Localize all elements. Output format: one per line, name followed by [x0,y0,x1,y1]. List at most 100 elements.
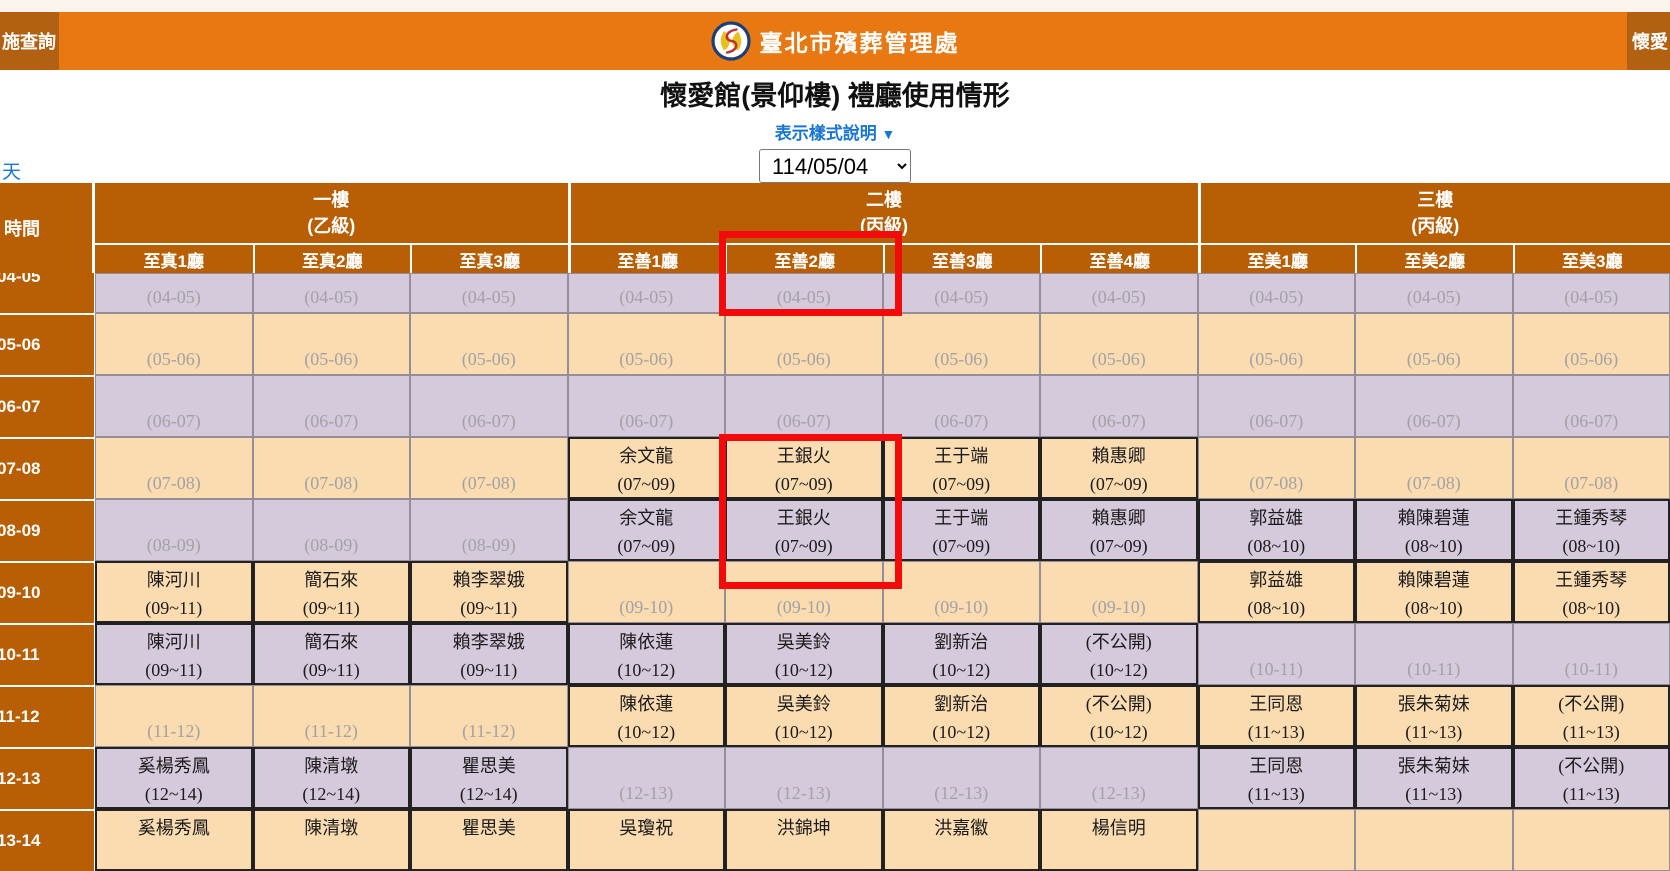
schedule-cell: (05-06) [95,313,253,375]
agency-swan-logo-icon [711,21,751,61]
schedule-cell: 劉新治(10~12) [883,685,1041,747]
schedule-cell: 王銀火(07~09) [725,437,883,499]
schedule-cell: (09-10) [883,561,1041,623]
hall-header: 至美2廳 [1355,243,1513,273]
hall-header: 至真1廳 [95,243,253,273]
hall-header: 至真2廳 [253,243,411,273]
page-title: 懷愛館(景仰樓) 禮廳使用情形 [0,74,1670,113]
time-slot-label: 07-08 [0,437,95,499]
schedule-cell: (07-08) [1198,437,1356,499]
schedule-cell: 賴陳碧蓮(08~10) [1355,561,1513,623]
chevron-down-icon: ▼ [881,126,895,142]
style-legend-toggle[interactable]: 表示樣式說明 ▼ [0,119,1670,144]
schedule-cell: (12-13) [568,747,726,809]
schedule-cell: 瞿思美 [410,809,568,871]
hall-header: 至善1廳 [568,243,726,273]
schedule-cell: 王鍾秀琴(08~10) [1513,561,1670,623]
time-slot-label: 05-06 [0,313,95,375]
schedule-cell: (06-07) [1198,375,1356,437]
schedule-cell: 陳河川(09~11) [95,561,253,623]
schedule-cell: 陳清墩(12~14) [253,747,411,809]
schedule-cell: 郭益雄(08~10) [1198,561,1356,623]
schedule-cell: (05-06) [883,313,1041,375]
floor-header: 三樓(丙級) [1198,183,1670,243]
schedule-cell: 余文龍(07~09) [568,499,726,561]
top-strip [0,0,1670,12]
schedule-cell: (06-07) [253,375,411,437]
floor-header: 一樓(乙級) [95,183,568,243]
schedule-cell: (04-05) [1040,273,1198,313]
schedule-cell: (06-07) [1040,375,1198,437]
schedule-cell: (08-09) [253,499,411,561]
table-row: 08-09(08-09)(08-09)(08-09)余文龍(07~09)王銀火(… [0,499,1670,561]
schedule-cell: (04-05) [1198,273,1356,313]
schedule-cell: (05-06) [410,313,568,375]
schedule-cell: (06-07) [95,375,253,437]
prev-day-link-fragment[interactable]: 天 [2,157,21,184]
schedule-cell: (05-06) [1355,313,1513,375]
schedule-cell: 瞿思美(12~14) [410,747,568,809]
top-navigation-bar: 施查詢 臺北市殯葬管理處 懷愛 [0,12,1670,70]
schedule-cell: 洪嘉徽 [883,809,1041,871]
schedule-cell: (10-11) [1355,623,1513,685]
schedule-cell: (09-10) [568,561,726,623]
schedule-cell: 賴李翠娥(09~11) [410,623,568,685]
schedule-cell: (12-13) [1040,747,1198,809]
schedule-cell: (07-08) [410,437,568,499]
schedule-cell: (06-07) [725,375,883,437]
schedule-cell: 吳美鈴(10~12) [725,685,883,747]
date-select[interactable]: 114/05/04 [759,149,911,183]
table-row: 11-12(11-12)(11-12)(11-12)陳依蓮(10~12)吳美鈴(… [0,685,1670,747]
schedule-cell: (10-11) [1198,623,1356,685]
schedule-cell: (08-09) [95,499,253,561]
table-row: 07-08(07-08)(07-08)(07-08)余文龍(07~09)王銀火(… [0,437,1670,499]
time-slot-label: 11-12 [0,685,95,747]
schedule-cell: 吳瓊祝 [568,809,726,871]
schedule-cell: 賴惠卿(07~09) [1040,437,1198,499]
brand: 臺北市殯葬管理處 [0,12,1670,70]
schedule-cell: 簡石來(09~11) [253,623,411,685]
schedule-cell: (05-06) [725,313,883,375]
schedule-cell: (04-05) [568,273,726,313]
schedule-cell: (05-06) [1198,313,1356,375]
nav-item-huaiai[interactable]: 懷愛 [1627,12,1670,70]
hall-header: 至善4廳 [1040,243,1198,273]
schedule-cell: (06-07) [883,375,1041,437]
table-body: 04-05(04-05)(04-05)(04-05)(04-05)(04-05)… [0,273,1670,871]
style-legend-label: 表示樣式說明 [775,124,877,143]
schedule-cell: (05-06) [253,313,411,375]
schedule-cell: (04-05) [1513,273,1670,313]
schedule-cell: (不公開)(11~13) [1513,685,1670,747]
schedule-cell: (08-09) [410,499,568,561]
floor-header: 二樓(丙級) [568,183,1198,243]
schedule-cell: (06-07) [1513,375,1670,437]
schedule-cell: (07-08) [95,437,253,499]
schedule-cell: 吳美鈴(10~12) [725,623,883,685]
hall-header: 至美3廳 [1513,243,1670,273]
time-slot-label: 10-11 [0,623,95,685]
time-slot-label: 08-09 [0,499,95,561]
schedule-cell: (05-06) [568,313,726,375]
schedule-cell: (12-13) [725,747,883,809]
time-slot-label: 12-13 [0,747,95,809]
schedule-cell: 賴陳碧蓮(08~10) [1355,499,1513,561]
schedule-cell: (04-05) [253,273,411,313]
hall-header: 至善2廳 [725,243,883,273]
time-column-header: 時間 [0,183,95,273]
time-slot-label: 09-10 [0,561,95,623]
schedule-cell: 王鍾秀琴(08~10) [1513,499,1670,561]
schedule-cell: 郭益雄(08~10) [1198,499,1356,561]
schedule-cell: 張朱菊妹(11~13) [1355,685,1513,747]
table-row: 06-07(06-07)(06-07)(06-07)(06-07)(06-07)… [0,375,1670,437]
schedule-cell: 王于端(07~09) [883,499,1041,561]
schedule-cell: (06-07) [410,375,568,437]
schedule-cell: (10-11) [1513,623,1670,685]
schedule-cell: (07-08) [1513,437,1670,499]
table-row: 05-06(05-06)(05-06)(05-06)(05-06)(05-06)… [0,313,1670,375]
schedule-cell: (04-05) [883,273,1041,313]
schedule-cell: (11-12) [95,685,253,747]
table-row: 04-05(04-05)(04-05)(04-05)(04-05)(04-05)… [0,273,1670,313]
schedule-cell: 張朱菊妹(11~13) [1355,747,1513,809]
hall-usage-table: 時間一樓(乙級)二樓(丙級)三樓(丙級)至真1廳至真2廳至真3廳至善1廳至善2廳… [0,183,1670,871]
